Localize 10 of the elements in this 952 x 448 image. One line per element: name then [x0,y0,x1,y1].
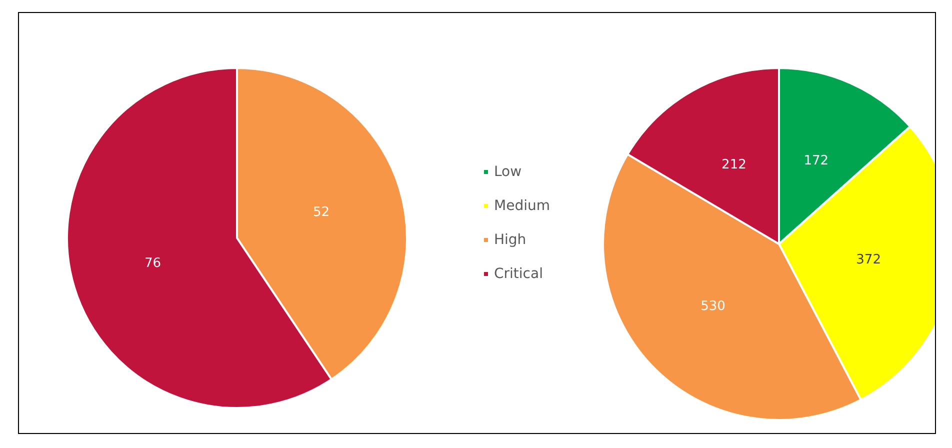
data-label: 76 [144,256,162,272]
legend-label: Low [494,164,522,180]
data-label: 52 [312,204,330,220]
legend-label: Medium [494,198,550,214]
legend-label: High [494,232,526,248]
data-label: 212 [722,157,746,172]
legend-label: Critical [494,266,543,282]
data-label: 372 [856,252,881,268]
data-label: 530 [700,299,726,314]
data-label: 172 [804,153,829,168]
